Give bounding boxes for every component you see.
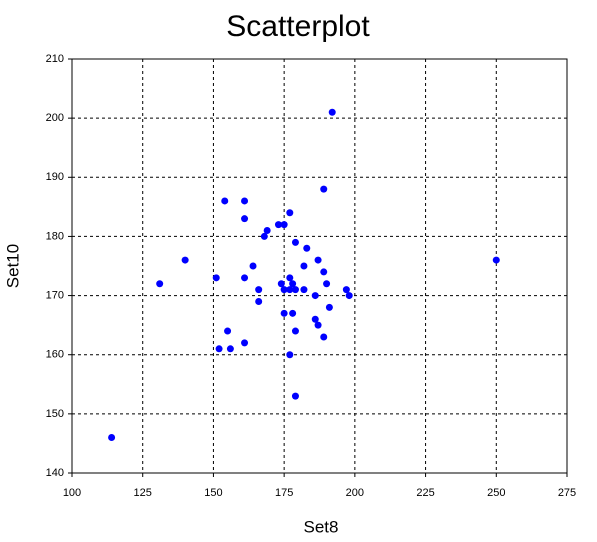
point xyxy=(241,339,249,347)
y-tick-label: 180 xyxy=(46,230,64,242)
point xyxy=(280,309,288,317)
x-tick-label: 175 xyxy=(275,487,293,499)
y-tick-label: 140 xyxy=(46,467,64,479)
x-tick-label: 150 xyxy=(204,487,222,499)
point xyxy=(342,286,350,294)
x-tick-label: 200 xyxy=(346,487,364,499)
point xyxy=(345,292,353,300)
point xyxy=(280,221,288,229)
chart-title: Scatterplot xyxy=(226,10,370,43)
point xyxy=(286,286,294,294)
point xyxy=(289,280,297,288)
x-tick-label: 275 xyxy=(558,487,576,499)
point xyxy=(291,392,299,400)
point xyxy=(255,286,263,294)
plot-area xyxy=(71,58,568,474)
point xyxy=(300,262,308,270)
point xyxy=(241,215,249,223)
point xyxy=(274,221,282,229)
x-tick-label: 250 xyxy=(487,487,505,499)
point xyxy=(300,286,308,294)
point xyxy=(311,292,319,300)
point xyxy=(328,108,336,116)
point xyxy=(291,327,299,335)
point xyxy=(260,232,268,240)
point xyxy=(325,303,333,311)
point xyxy=(303,244,311,252)
point xyxy=(241,274,249,282)
point xyxy=(249,262,257,270)
x-tick-label: 100 xyxy=(63,487,81,499)
point xyxy=(320,268,328,276)
point xyxy=(311,315,319,323)
y-tick-label: 170 xyxy=(46,289,64,301)
point xyxy=(492,256,500,264)
x-axis-label: Set8 xyxy=(304,517,339,536)
point xyxy=(212,274,220,282)
y-tick-label: 160 xyxy=(46,349,64,361)
point xyxy=(291,286,299,294)
point xyxy=(181,256,189,264)
point xyxy=(108,434,116,442)
point xyxy=(224,327,232,335)
point xyxy=(277,280,285,288)
point xyxy=(314,256,322,264)
point xyxy=(241,197,249,205)
y-tick-label: 200 xyxy=(46,112,64,124)
point xyxy=(289,309,297,317)
point xyxy=(286,351,294,359)
point xyxy=(291,238,299,246)
point xyxy=(286,209,294,217)
point xyxy=(323,280,331,288)
point xyxy=(280,286,288,294)
point xyxy=(320,333,328,341)
point xyxy=(221,197,229,205)
point xyxy=(314,321,322,329)
point xyxy=(215,345,223,353)
y-tick-label: 150 xyxy=(46,408,64,420)
point xyxy=(226,345,234,353)
point xyxy=(255,297,263,305)
x-tick-label: 125 xyxy=(134,487,152,499)
point xyxy=(286,274,294,282)
y-tick-label: 210 xyxy=(46,53,64,65)
point xyxy=(156,280,164,288)
point xyxy=(263,227,271,235)
y-axis-label: Set10 xyxy=(3,244,22,288)
x-tick-label: 225 xyxy=(416,487,434,499)
y-tick-label: 190 xyxy=(46,171,64,183)
point xyxy=(320,185,328,193)
